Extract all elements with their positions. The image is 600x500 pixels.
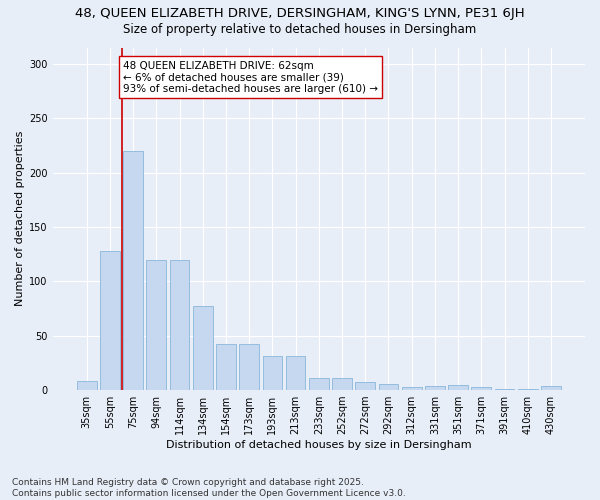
- Bar: [494, 389, 514, 390]
- Bar: [193, 306, 212, 390]
- Bar: [309, 378, 329, 390]
- Bar: [355, 382, 375, 390]
- Text: Size of property relative to detached houses in Dersingham: Size of property relative to detached ho…: [124, 22, 476, 36]
- Text: 48 QUEEN ELIZABETH DRIVE: 62sqm
← 6% of detached houses are smaller (39)
93% of : 48 QUEEN ELIZABETH DRIVE: 62sqm ← 6% of …: [122, 60, 377, 94]
- Bar: [541, 386, 561, 390]
- Bar: [263, 356, 282, 390]
- Bar: [146, 260, 166, 390]
- Bar: [425, 386, 445, 390]
- Bar: [77, 382, 97, 390]
- Bar: [123, 151, 143, 390]
- X-axis label: Distribution of detached houses by size in Dersingham: Distribution of detached houses by size …: [166, 440, 472, 450]
- Bar: [332, 378, 352, 390]
- Bar: [286, 356, 305, 390]
- Bar: [402, 387, 422, 390]
- Text: Contains HM Land Registry data © Crown copyright and database right 2025.
Contai: Contains HM Land Registry data © Crown c…: [12, 478, 406, 498]
- Bar: [379, 384, 398, 390]
- Bar: [170, 260, 190, 390]
- Y-axis label: Number of detached properties: Number of detached properties: [15, 131, 25, 306]
- Bar: [216, 344, 236, 390]
- Bar: [448, 384, 468, 390]
- Bar: [518, 389, 538, 390]
- Bar: [100, 251, 120, 390]
- Bar: [239, 344, 259, 390]
- Text: 48, QUEEN ELIZABETH DRIVE, DERSINGHAM, KING'S LYNN, PE31 6JH: 48, QUEEN ELIZABETH DRIVE, DERSINGHAM, K…: [75, 8, 525, 20]
- Bar: [472, 387, 491, 390]
